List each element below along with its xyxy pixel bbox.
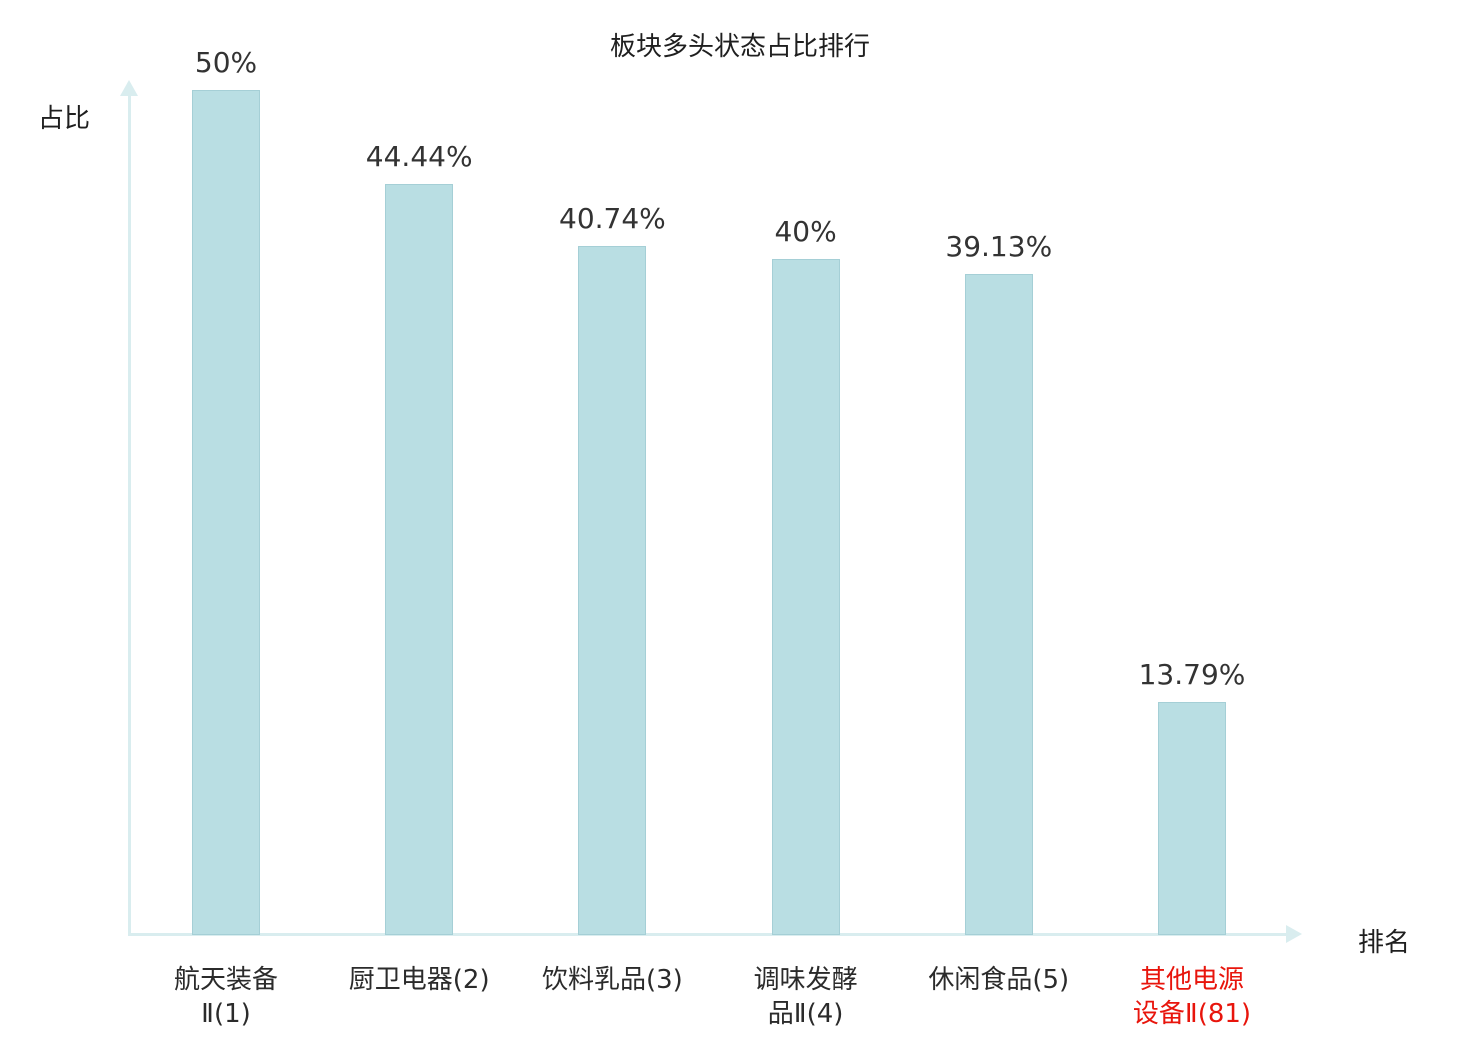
value-label-4: 39.13%: [945, 229, 1053, 263]
x-axis-label: 排名: [1358, 928, 1411, 958]
y-axis-arrow-icon: [120, 80, 138, 96]
bar-2: [578, 246, 647, 935]
bar-0: [192, 90, 260, 935]
category-label-3: 调味发酵 品Ⅱ(4): [753, 965, 858, 1029]
value-label-0: 50%: [194, 46, 258, 79]
value-label-2: 40.74%: [559, 202, 666, 236]
category-label-4: 休闲食品(5): [928, 965, 1070, 995]
category-label-0: 航天装备 Ⅱ(1): [173, 965, 278, 1029]
value-label-1: 44.44%: [365, 139, 473, 173]
bar-1: [385, 183, 454, 935]
value-label-5: 13.79%: [1138, 657, 1246, 691]
chart-title: 板块多头状态占比排行: [609, 32, 870, 62]
x-axis-arrow-icon: [1286, 925, 1302, 943]
y-axis-line: [128, 95, 131, 936]
value-label-3: 40%: [774, 215, 837, 248]
category-label-1: 厨卫电器(2): [348, 965, 490, 995]
y-axis-label: 占比: [38, 104, 91, 134]
x-axis-line: [128, 933, 1288, 936]
bar-3: [771, 259, 840, 935]
bar-5: [1158, 701, 1226, 935]
bar-4: [964, 273, 1033, 935]
category-label-5: 其他电源 设备Ⅱ(81): [1132, 965, 1252, 1029]
category-label-2: 饮料乳品(3): [541, 965, 683, 995]
